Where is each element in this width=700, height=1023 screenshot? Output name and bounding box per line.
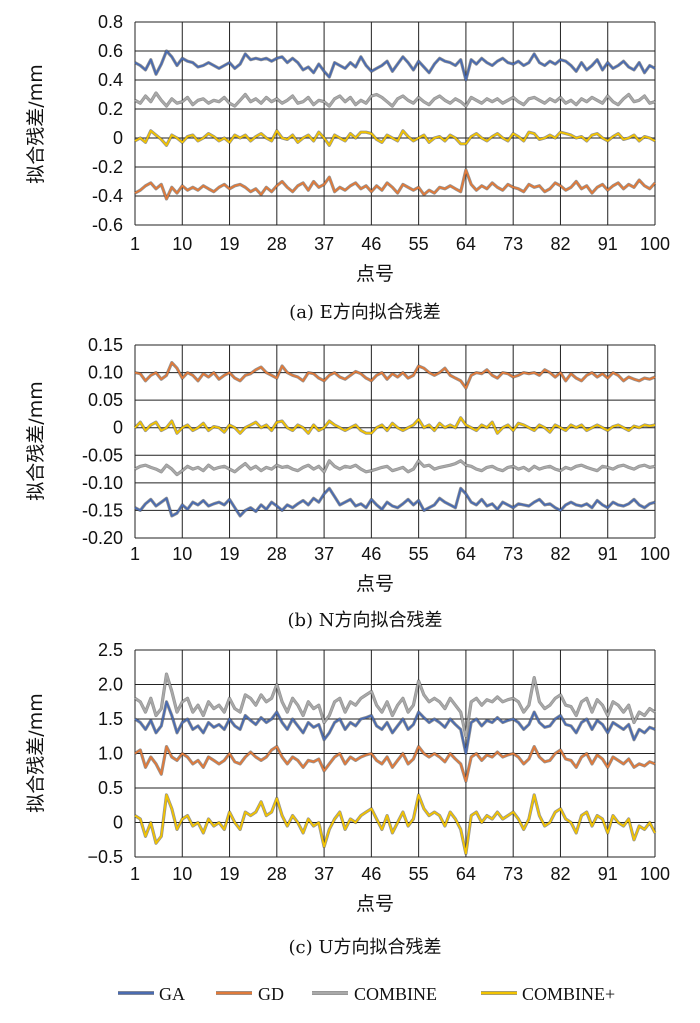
x-tick-label: 37 (314, 864, 334, 884)
legend-label: COMBINE+ (522, 984, 615, 1004)
y-tick-label: -0.4 (92, 186, 123, 206)
x-tick-label: 10 (172, 544, 192, 564)
x-tick-label: 55 (409, 864, 429, 884)
series-line-ga (134, 50, 656, 81)
y-tick-label: -0.15 (82, 500, 123, 520)
series-line-gd (134, 168, 656, 200)
y-tick-label: 0.15 (88, 335, 123, 355)
legend-label: COMBINE (354, 984, 437, 1004)
x-tick-label: 37 (314, 234, 334, 254)
x-tick-label: 28 (267, 544, 287, 564)
legend-label: GD (258, 984, 284, 1004)
y-tick-label: -0.05 (82, 445, 123, 465)
x-tick-label: 73 (503, 234, 523, 254)
x-tick-label: 82 (550, 864, 570, 884)
x-tick-label: 1 (130, 234, 140, 254)
y-tick-label: 2.0 (98, 675, 123, 695)
x-tick-label: 1 (130, 864, 140, 884)
y-tick-label: 0 (113, 813, 123, 833)
x-tick-label: 91 (598, 544, 618, 564)
y-tick-label: 0 (113, 128, 123, 148)
x-tick-label: 46 (361, 234, 381, 254)
series-line-shadow (134, 486, 656, 518)
x-tick-label: 100 (640, 544, 670, 564)
y-axis-label: 拟合残差/mm (25, 381, 47, 500)
legend-label: GA (159, 984, 185, 1004)
x-tick-label: 91 (598, 864, 618, 884)
x-tick-label: 82 (550, 544, 570, 564)
y-tick-label: 0.10 (88, 363, 123, 383)
series-line-gd (134, 361, 656, 389)
y-tick-label: 0.2 (98, 99, 123, 119)
y-tick-label: 0.6 (98, 41, 123, 61)
y-tick-label: -0.2 (92, 157, 123, 177)
chart-panel-2: 0.15 0.10 0.05 0 -0.05 -0.10 -0.15 -0.20 1 10 19 28… (25, 335, 670, 631)
x-tick-label: 10 (172, 864, 192, 884)
series-line-combine-plus (134, 416, 656, 435)
x-tick-label: 91 (598, 234, 618, 254)
x-tick-label: 19 (220, 864, 240, 884)
y-tick-label: -0.10 (82, 473, 123, 493)
x-tick-label: 82 (550, 234, 570, 254)
series-line-combine (134, 673, 656, 738)
panel-caption: (c) U方向拟合残差 (288, 937, 441, 958)
y-tick-label: -0.20 (82, 528, 123, 548)
x-tick-label: 10 (172, 234, 192, 254)
series-line-ga (134, 700, 656, 755)
y-tick-label: 0.4 (98, 70, 123, 90)
series-line-combine-plus (134, 794, 656, 855)
chart-panel-3: 2.5 2.0 1.5 1.0 0.5 0 −0.5 1 10 19 28 37 46 55 64 73 82 9… (25, 640, 670, 958)
x-tick-label: 64 (456, 864, 476, 884)
y-tick-label: 0.5 (98, 778, 123, 798)
x-axis-label: 点号 (356, 263, 394, 285)
y-tick-label: 2.5 (98, 640, 123, 660)
x-tick-label: 1 (130, 544, 140, 564)
x-tick-label: 64 (456, 234, 476, 254)
series-line-ga (134, 487, 656, 517)
y-axis-label: 拟合残差/mm (25, 693, 47, 812)
chart-panel-1: 0.8 0.6 0.4 0.2 0 -0.2 -0.4 -0.6 1 10 19 28 37 46 55 64… (25, 12, 670, 323)
x-tick-label: 100 (640, 864, 670, 884)
legend: GA GD COMBINE COMBINE+ (118, 984, 615, 1004)
x-tick-label: 64 (456, 544, 476, 564)
x-tick-label: 37 (314, 544, 334, 564)
x-tick-label: 73 (503, 864, 523, 884)
series-line-gd (134, 745, 656, 782)
y-tick-label: 1.0 (98, 744, 123, 764)
x-tick-label: 55 (409, 544, 429, 564)
y-tick-label: 0.05 (88, 390, 123, 410)
series-line-combine (134, 92, 656, 107)
y-tick-label: -0.6 (92, 215, 123, 235)
series-line-shadow (134, 168, 657, 201)
x-tick-label: 28 (267, 234, 287, 254)
series-line-combine (134, 459, 656, 476)
x-axis-label: 点号 (356, 573, 394, 595)
x-tick-label: 46 (361, 544, 381, 564)
y-axis-label: 拟合残差/mm (25, 64, 47, 183)
x-tick-label: 19 (220, 234, 240, 254)
x-axis-label: 点号 (356, 893, 394, 915)
y-tick-label: −0.5 (87, 847, 123, 867)
y-tick-label: 0 (113, 418, 123, 438)
x-tick-label: 73 (503, 544, 523, 564)
panel-caption: (b) N方向拟合残差 (287, 610, 442, 631)
x-tick-label: 55 (409, 234, 429, 254)
x-tick-label: 46 (361, 864, 381, 884)
x-tick-label: 100 (640, 234, 670, 254)
y-tick-label: 0.8 (98, 12, 123, 32)
y-tick-label: 1.5 (98, 709, 123, 729)
x-tick-label: 28 (267, 864, 287, 884)
series-line-combine-plus (134, 129, 656, 147)
panel-caption: (a) E方向拟合残差 (289, 302, 441, 323)
x-tick-label: 19 (220, 544, 240, 564)
